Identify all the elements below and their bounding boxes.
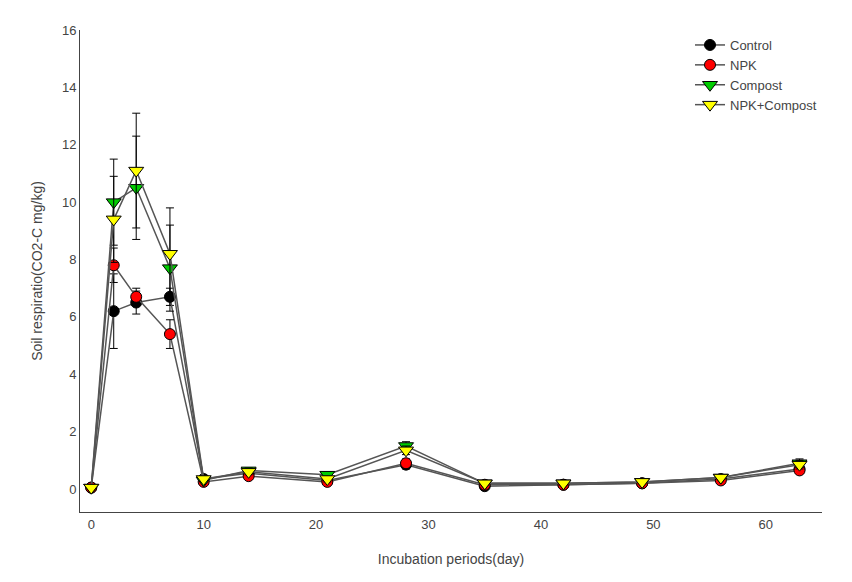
svg-text:16: 16: [62, 23, 76, 38]
svg-text:Soil respiratio(CO2-C mg/kg): Soil respiratio(CO2-C mg/kg): [29, 181, 45, 361]
svg-text:30: 30: [421, 517, 435, 532]
svg-text:4: 4: [69, 367, 76, 382]
svg-text:Incubation periods(day): Incubation periods(day): [378, 551, 524, 567]
svg-text:6: 6: [69, 309, 76, 324]
svg-text:NPK: NPK: [730, 58, 757, 73]
svg-text:Compost: Compost: [730, 78, 782, 93]
svg-text:50: 50: [646, 517, 660, 532]
svg-text:0: 0: [69, 482, 76, 497]
svg-text:8: 8: [69, 252, 76, 267]
svg-text:20: 20: [309, 517, 323, 532]
svg-text:14: 14: [62, 80, 76, 95]
svg-text:10: 10: [196, 517, 210, 532]
svg-text:NPK+Compost: NPK+Compost: [730, 98, 817, 113]
svg-text:60: 60: [759, 517, 773, 532]
svg-text:10: 10: [62, 195, 76, 210]
svg-text:2: 2: [69, 424, 76, 439]
svg-text:40: 40: [534, 517, 548, 532]
svg-text:Control: Control: [730, 38, 772, 53]
svg-text:0: 0: [88, 517, 95, 532]
svg-text:12: 12: [62, 137, 76, 152]
